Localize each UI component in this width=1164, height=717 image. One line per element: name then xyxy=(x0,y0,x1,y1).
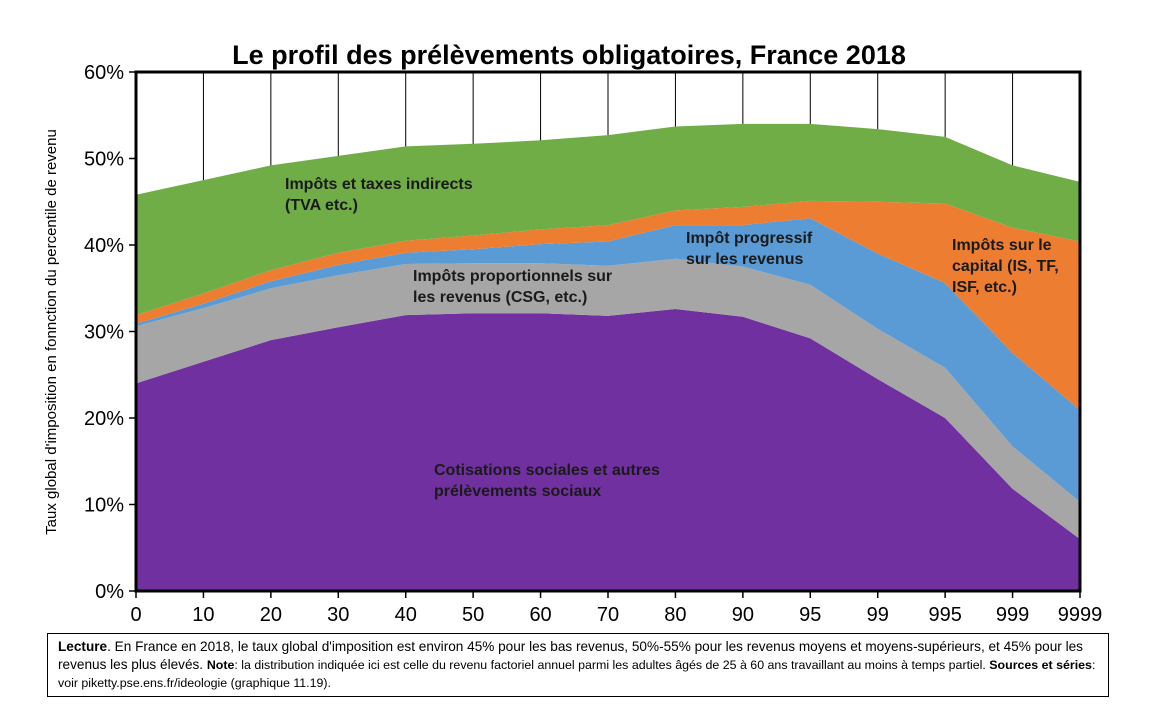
x-tick-label: 99 xyxy=(867,604,889,626)
annotation-social-contributions: Cotisations sociales et autres prélèvemen… xyxy=(434,462,660,500)
chart-annotations: Impôts et taxes indirects (TVA etc.) Impôt… xyxy=(285,176,1059,500)
y-tick-label: 0% xyxy=(95,581,124,603)
note-note-text: : la distribution indiquée ici est celle… xyxy=(234,658,990,672)
note-sources-text: : voir piketty.pse.ens.fr/ideologie (gra… xyxy=(58,658,1096,690)
area-series-3 xyxy=(136,218,1080,502)
y-tick-label: 10% xyxy=(84,495,124,517)
chart-areas xyxy=(136,123,1080,591)
x-tick-label: 20 xyxy=(260,604,282,626)
x-tick-label: 0 xyxy=(130,604,141,626)
x-tick-label: 30 xyxy=(327,604,349,626)
y-tick-label: 30% xyxy=(84,322,124,344)
annotation-indirect-taxes: Impôts et taxes indirects (TVA etc.) xyxy=(285,176,473,214)
y-tick-label: 20% xyxy=(84,408,124,430)
chart: Le profil des prélèvements obligatoires,… xyxy=(43,40,1102,626)
x-tick-label: 9999 xyxy=(1058,604,1103,626)
x-tick-label: 995 xyxy=(928,604,961,626)
chart-grid xyxy=(202,72,1014,181)
x-tick-label: 40 xyxy=(395,604,417,626)
x-tick-label: 70 xyxy=(597,604,619,626)
x-tick-label: 999 xyxy=(996,604,1029,626)
reading-note: Lecture. En France en 2018, le taux glob… xyxy=(47,633,1109,697)
x-tick-label: 10 xyxy=(192,604,214,626)
x-tick-label: 80 xyxy=(664,604,686,626)
area-series-5 xyxy=(136,123,1080,316)
y-tick-label: 60% xyxy=(84,62,124,84)
chart-title: Le profil des prélèvements obligatoires,… xyxy=(232,40,906,70)
y-tick-label: 50% xyxy=(84,149,124,171)
note-sources-label: Sources et séries xyxy=(989,658,1092,672)
note-note-label: Note xyxy=(206,658,235,672)
area-series-1 xyxy=(136,309,1080,591)
y-axis-label: Taux global d'imposition en fonnction du… xyxy=(43,129,60,535)
y-tick-label: 40% xyxy=(84,235,124,257)
annotation-csg: Impôts proportionnels sur les revenus (CS… xyxy=(413,268,612,306)
x-tick-label: 60 xyxy=(529,604,551,626)
x-tick-label: 95 xyxy=(799,604,821,626)
annotation-progressive-tax: Impôt progressif sur les revenus xyxy=(686,230,813,268)
y-axis-ticks: 0% 10% 20% 30% 40% 50% 60% xyxy=(84,62,136,603)
x-tick-label: 90 xyxy=(732,604,754,626)
note-lecture-text: . En France en 2018, le taux global d'im… xyxy=(58,639,1083,672)
note-lecture-label: Lecture xyxy=(58,639,108,654)
x-tick-label: 50 xyxy=(462,604,484,626)
area-series-2 xyxy=(136,258,1080,540)
area-series-4 xyxy=(136,200,1080,411)
annotation-capital-taxes: Impôts sur le capital (IS, TF, ISF, etc.) xyxy=(952,237,1059,296)
x-axis-ticks: 0 10 20 30 40 50 60 70 80 90 95 99 995 999 9999 xyxy=(130,591,1102,626)
